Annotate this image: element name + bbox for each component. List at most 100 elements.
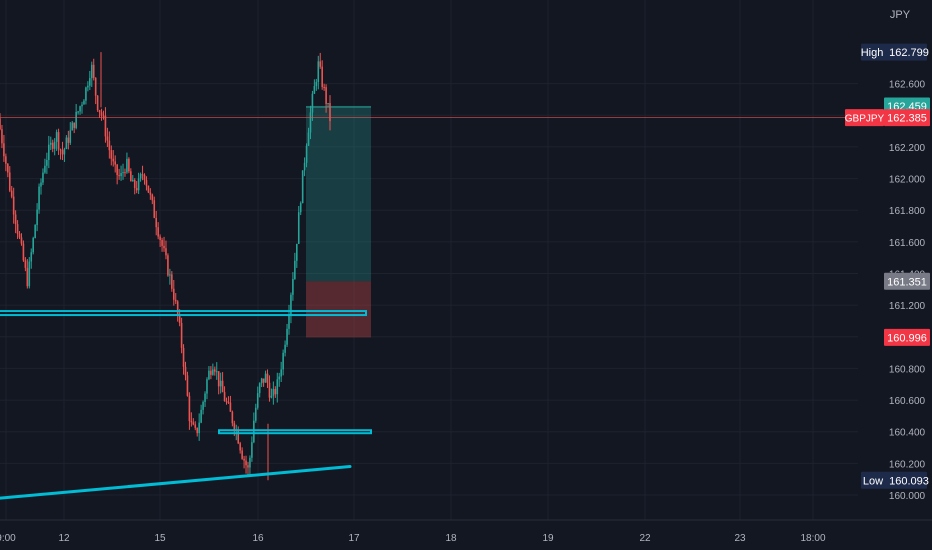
entry-price-tag: 161.351 — [884, 272, 930, 290]
candle-body — [247, 465, 249, 468]
candle-body — [301, 170, 304, 204]
candle-body — [36, 209, 38, 225]
candle-body — [81, 104, 83, 107]
candle-body — [309, 112, 312, 133]
candle-body — [241, 450, 243, 459]
price-tick-label: 162.000 — [889, 175, 926, 186]
candle-body — [172, 288, 175, 300]
horizontal-level-band[interactable] — [0, 310, 367, 317]
profit-zone[interactable] — [306, 105, 371, 282]
candle-body — [163, 245, 165, 249]
candle-body — [90, 64, 93, 79]
candle-body — [264, 373, 267, 383]
candle-body — [186, 375, 189, 396]
candle-body — [149, 192, 152, 195]
candle-body — [20, 237, 23, 244]
trendline[interactable] — [0, 465, 352, 500]
price-tick-label: 160.200 — [889, 459, 926, 470]
time-tick-labels: 9:00 12 15 16 17 18 19 22 23 18:00 — [0, 533, 826, 544]
candle-body — [151, 194, 154, 201]
high-label: High — [861, 47, 884, 59]
candle-body — [196, 427, 199, 434]
candle-body — [118, 175, 120, 177]
candle-body — [297, 212, 300, 244]
candle-body — [227, 401, 230, 403]
candle-body — [130, 171, 132, 182]
candle-body — [53, 141, 56, 149]
candle-body — [98, 110, 101, 113]
time-axis[interactable]: 9:00 12 15 16 17 18 19 22 23 18:00 — [0, 519, 932, 550]
candle-body — [108, 140, 111, 151]
candle-body — [49, 142, 52, 145]
candle-body — [243, 458, 245, 461]
candle-body — [165, 248, 167, 256]
candle-body — [188, 395, 191, 422]
candle-body — [106, 136, 109, 141]
candle-body — [79, 106, 81, 112]
candle-body — [110, 150, 113, 159]
stop-price: 160.996 — [887, 332, 927, 344]
candle-body — [0, 118, 1, 130]
candle-body — [51, 142, 54, 149]
candle-body — [184, 366, 187, 376]
price-axis[interactable]: JPY 162.600162.400162.200162.000161.8001… — [845, 0, 932, 520]
candle-body — [254, 407, 257, 421]
candle-body — [272, 389, 275, 396]
horizontal-level-lower[interactable] — [218, 429, 372, 435]
loss-zone[interactable] — [306, 281, 371, 338]
price-tick-label: 160.600 — [889, 396, 926, 407]
candle-body — [100, 112, 103, 116]
candle-body — [46, 159, 48, 166]
time-tick-label: 19 — [542, 533, 554, 544]
current-price-tag: GBPJPY 162.385 — [845, 109, 930, 127]
candle-body — [217, 371, 220, 387]
candle-body — [208, 370, 210, 380]
candle-body — [245, 460, 247, 466]
candle-body — [198, 422, 200, 434]
candle-body — [59, 149, 62, 151]
horizontal-level-upper[interactable] — [0, 310, 367, 317]
candle-body — [307, 132, 310, 146]
candle-body — [22, 243, 25, 261]
candle-body — [145, 180, 148, 186]
candle-body — [204, 393, 206, 402]
candle-body — [87, 85, 89, 88]
candle-body — [182, 347, 185, 367]
candle-body — [288, 314, 290, 329]
candle-body — [262, 378, 265, 383]
time-tick-label: 15 — [154, 533, 166, 544]
candle-body — [124, 172, 126, 174]
candle-body — [249, 457, 251, 468]
long-position-tool[interactable] — [306, 105, 371, 338]
candle-body — [284, 344, 286, 353]
candlestick-series — [0, 52, 331, 481]
price-tick-label: 161.600 — [889, 238, 926, 249]
candle-body — [221, 380, 224, 393]
candle-body — [26, 267, 29, 287]
horizontal-level-band[interactable] — [218, 429, 372, 435]
candle-body — [329, 103, 331, 122]
candle-body — [67, 137, 70, 143]
price-tick-label: 160.000 — [889, 491, 926, 502]
candle-body — [305, 145, 308, 163]
candle-body — [231, 411, 234, 424]
candle-body — [323, 86, 325, 88]
candle-body — [311, 93, 314, 113]
time-tick-label: 18 — [445, 533, 457, 544]
candle-body — [237, 429, 240, 444]
candle-body — [169, 274, 171, 276]
candle-body — [139, 174, 142, 179]
candle-body — [32, 238, 34, 253]
high-tag: High 162.799 — [861, 43, 929, 61]
candle-body — [131, 179, 134, 182]
candle-body — [159, 236, 161, 241]
candle-body — [102, 115, 105, 117]
time-tick-label: 17 — [348, 533, 360, 544]
candle-body — [141, 174, 144, 176]
candle-body — [299, 203, 302, 213]
candle-body — [239, 443, 241, 451]
candle-body — [327, 103, 329, 105]
candle-body — [96, 95, 99, 111]
time-tick-label: 16 — [252, 533, 264, 544]
